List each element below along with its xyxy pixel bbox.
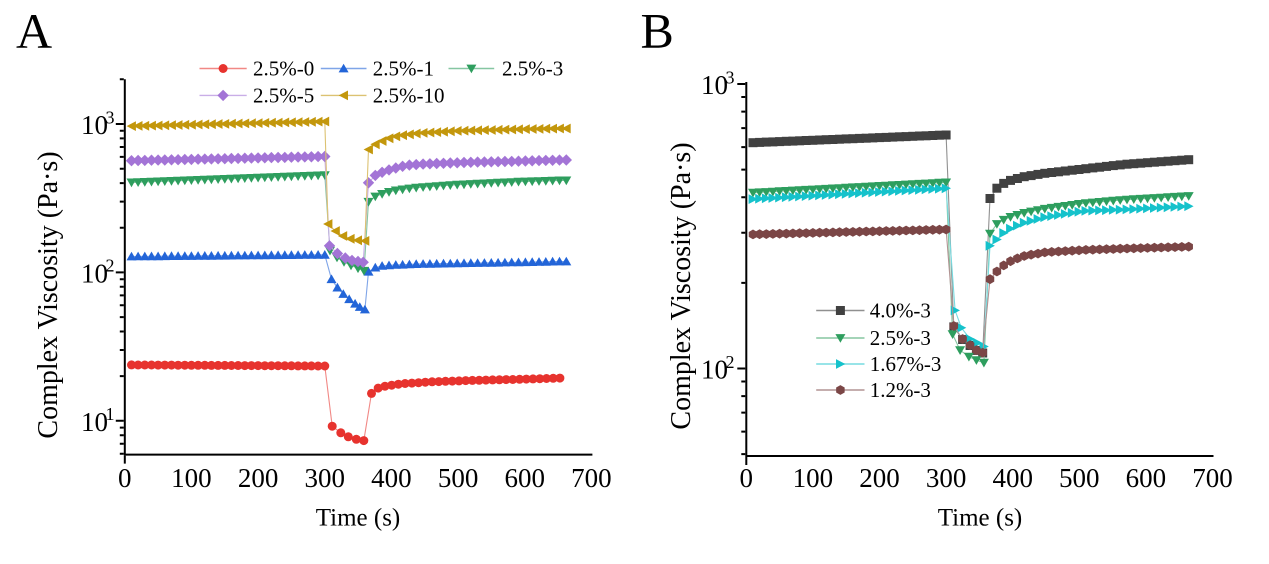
svg-text:2: 2 <box>106 256 115 276</box>
svg-text:10: 10 <box>81 259 108 289</box>
svg-text:Time (s): Time (s) <box>938 505 1023 532</box>
svg-text:B: B <box>641 3 674 59</box>
svg-text:Complex Viscosity (Pa·s): Complex Viscosity (Pa·s) <box>666 142 697 429</box>
svg-text:600: 600 <box>1126 463 1167 493</box>
svg-text:1.67%-3: 1.67%-3 <box>870 352 942 376</box>
svg-text:3: 3 <box>106 107 115 127</box>
svg-text:10: 10 <box>81 110 108 140</box>
svg-text:0: 0 <box>740 463 754 493</box>
svg-text:700: 700 <box>1192 463 1233 493</box>
svg-text:2.5%-0: 2.5%-0 <box>253 57 314 81</box>
svg-text:200: 200 <box>238 463 279 493</box>
svg-text:400: 400 <box>992 463 1033 493</box>
svg-text:Time (s): Time (s) <box>316 505 401 532</box>
svg-text:1: 1 <box>106 404 115 424</box>
svg-text:2.5%-10: 2.5%-10 <box>373 83 445 107</box>
svg-text:10: 10 <box>81 407 108 437</box>
svg-text:0: 0 <box>118 463 132 493</box>
svg-text:2.5%-3: 2.5%-3 <box>870 326 931 350</box>
svg-text:Complex Viscosity (Pa·s): Complex Viscosity (Pa·s) <box>33 151 64 438</box>
svg-text:2: 2 <box>726 352 735 372</box>
svg-text:10: 10 <box>701 355 728 385</box>
svg-text:300: 300 <box>926 463 967 493</box>
svg-text:100: 100 <box>171 463 212 493</box>
svg-text:400: 400 <box>371 463 412 493</box>
svg-text:10: 10 <box>701 70 728 100</box>
svg-text:500: 500 <box>438 463 479 493</box>
svg-text:1.2%-3: 1.2%-3 <box>870 378 931 402</box>
svg-text:600: 600 <box>504 463 545 493</box>
svg-text:100: 100 <box>793 463 834 493</box>
svg-text:2.5%-3: 2.5%-3 <box>502 57 563 81</box>
svg-text:4.0%-3: 4.0%-3 <box>870 299 931 323</box>
svg-text:500: 500 <box>1059 463 1100 493</box>
svg-text:A: A <box>16 3 52 59</box>
svg-text:3: 3 <box>726 67 735 87</box>
svg-text:2.5%-1: 2.5%-1 <box>373 57 434 81</box>
svg-text:700: 700 <box>571 463 612 493</box>
svg-text:200: 200 <box>859 463 900 493</box>
svg-text:300: 300 <box>305 463 346 493</box>
svg-text:2.5%-5: 2.5%-5 <box>253 83 314 107</box>
